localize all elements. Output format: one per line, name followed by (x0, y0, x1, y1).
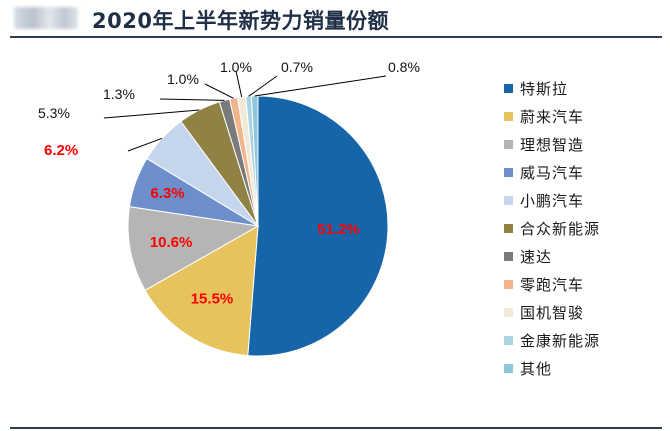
legend-item: 小鹏汽车 (504, 186, 600, 214)
slice-label-1: 51.2% (317, 221, 360, 238)
slice-label-3: 10.6% (150, 234, 193, 251)
legend-swatch (504, 83, 513, 93)
legend-item: 金康新能源 (504, 326, 600, 354)
legend-label: 小鹏汽车 (520, 191, 585, 210)
leader-line-9 (235, 70, 243, 98)
slice-label-8: 1.0% (167, 71, 199, 87)
legend-label: 威马汽车 (520, 163, 585, 182)
legend-swatch (504, 335, 513, 345)
legend-swatch (504, 223, 513, 233)
slice-label-2: 15.5% (191, 290, 234, 307)
legend-item: 国机智骏 (504, 298, 600, 326)
leader-line-7 (159, 98, 225, 101)
slice-label-4: 6.3% (150, 185, 184, 202)
legend-item: 其他 (504, 354, 600, 382)
slice-label-5: 6.2% (44, 142, 78, 159)
leader-line-6 (103, 109, 200, 119)
bottom-divider (10, 427, 662, 429)
legend-label: 速达 (520, 247, 553, 266)
legend-swatch (504, 111, 513, 121)
slice-label-7: 1.3% (103, 86, 135, 102)
legend-item: 速达 (504, 242, 600, 270)
legend-item: 威马汽车 (504, 158, 600, 186)
logo (14, 7, 78, 29)
legend-swatch (504, 307, 513, 317)
leader-line-11 (254, 75, 387, 97)
leader-line-5 (127, 137, 163, 152)
legend-item: 特斯拉 (504, 74, 600, 102)
legend-label: 金康新能源 (520, 331, 601, 350)
legend-swatch (504, 363, 513, 373)
legend-label: 其他 (520, 359, 553, 378)
legend-label: 零跑汽车 (520, 275, 585, 294)
header: 2020年上半年新势力销量份额 (0, 0, 670, 38)
leader-line-8 (204, 83, 234, 99)
legend-swatch (504, 195, 513, 205)
legend: 特斯拉蔚来汽车理想智造威马汽车小鹏汽车合众新能源速达零跑汽车国机智骏金康新能源其… (504, 74, 600, 382)
leader-line-10 (248, 75, 278, 97)
legend-label: 蔚来汽车 (520, 107, 585, 126)
legend-item: 合众新能源 (504, 214, 600, 242)
legend-label: 特斯拉 (520, 79, 569, 98)
top-divider (10, 36, 662, 38)
legend-label: 国机智骏 (520, 303, 585, 322)
slice-label-6: 5.3% (38, 105, 70, 121)
legend-swatch (504, 139, 513, 149)
slice-label-9: 1.0% (220, 59, 252, 75)
legend-label: 理想智造 (520, 135, 585, 154)
legend-item: 零跑汽车 (504, 270, 600, 298)
legend-swatch (504, 251, 513, 261)
legend-swatch (504, 167, 513, 177)
pie-slice-1 (247, 95, 389, 357)
legend-item: 理想智造 (504, 130, 600, 158)
slice-label-10: 0.7% (281, 59, 313, 75)
legend-label: 合众新能源 (520, 219, 601, 238)
legend-swatch (504, 279, 513, 289)
pie-slice-3 (127, 206, 260, 291)
pie-slice-2 (144, 225, 259, 357)
slice-label-11: 0.8% (388, 59, 420, 75)
chart-title: 2020年上半年新势力销量份额 (92, 9, 389, 33)
legend-item: 蔚来汽车 (504, 102, 600, 130)
